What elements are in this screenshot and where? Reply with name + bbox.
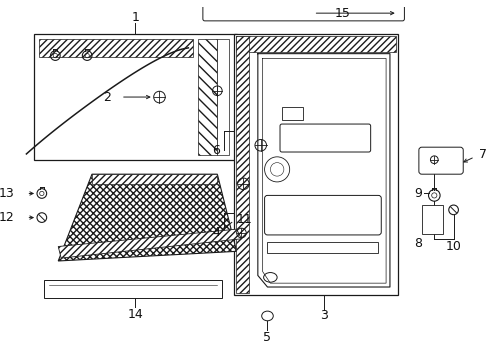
Bar bbox=[39, 39, 193, 57]
Bar bbox=[233, 34, 397, 295]
Bar bbox=[43, 280, 222, 298]
Bar bbox=[282, 107, 303, 120]
Text: 5: 5 bbox=[263, 330, 271, 344]
Text: 12: 12 bbox=[0, 211, 15, 224]
Text: 14: 14 bbox=[127, 309, 143, 321]
FancyBboxPatch shape bbox=[418, 147, 462, 174]
Text: 9: 9 bbox=[413, 187, 421, 200]
Text: 13: 13 bbox=[0, 187, 15, 200]
Bar bbox=[235, 36, 395, 52]
Text: 2: 2 bbox=[103, 91, 111, 104]
Text: 11: 11 bbox=[236, 213, 252, 226]
Bar bbox=[235, 36, 249, 293]
FancyBboxPatch shape bbox=[264, 195, 381, 235]
Text: 7: 7 bbox=[478, 148, 486, 161]
Text: 1: 1 bbox=[131, 10, 139, 23]
Bar bbox=[34, 34, 236, 160]
Text: 6: 6 bbox=[212, 144, 220, 157]
FancyBboxPatch shape bbox=[203, 5, 404, 21]
Text: 15: 15 bbox=[334, 6, 350, 20]
Text: 4: 4 bbox=[212, 226, 220, 239]
Polygon shape bbox=[58, 229, 241, 258]
Text: 3: 3 bbox=[319, 310, 327, 323]
Polygon shape bbox=[58, 174, 236, 261]
Bar bbox=[267, 242, 378, 253]
Bar bbox=[421, 205, 442, 234]
Polygon shape bbox=[92, 174, 217, 184]
Text: 8: 8 bbox=[413, 237, 421, 250]
Bar bbox=[198, 39, 217, 155]
FancyBboxPatch shape bbox=[280, 124, 370, 152]
Text: 10: 10 bbox=[445, 240, 461, 253]
Bar bbox=[217, 39, 228, 155]
